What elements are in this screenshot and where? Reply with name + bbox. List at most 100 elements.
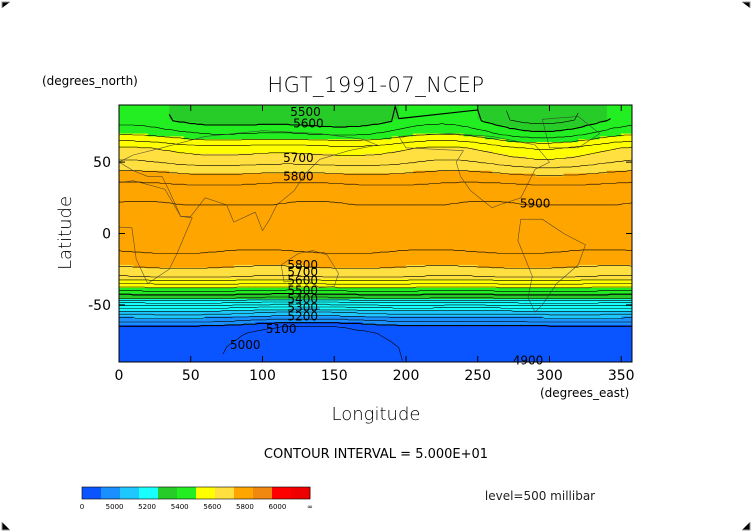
field-cell: [606, 187, 615, 192]
field-cell: [176, 284, 185, 289]
field-cell: [528, 167, 536, 172]
field-cell: [255, 173, 264, 177]
field-cell: [119, 170, 127, 175]
field-cell: [492, 279, 500, 283]
field-cell: [291, 176, 299, 180]
field-cell: [348, 139, 357, 143]
field-cell: [636, 225, 644, 229]
field-cell: [341, 207, 350, 212]
field-cell: [133, 253, 142, 257]
field-cell: [427, 262, 436, 266]
field-cell: [241, 139, 249, 143]
field-cell: [355, 179, 364, 183]
field-cell: [255, 150, 264, 155]
field-cell: [377, 173, 386, 177]
field-cell: [606, 179, 615, 183]
field-cell: [492, 162, 500, 166]
field-cell: [119, 202, 127, 206]
field-cell: [571, 290, 579, 295]
field-cell: [262, 207, 271, 212]
field-cell: [147, 136, 156, 140]
field-cell: [219, 119, 228, 123]
field-cell: [477, 116, 486, 120]
field-cell: [147, 267, 156, 272]
field-cell: [176, 216, 185, 220]
field-cell: [398, 219, 407, 223]
field-cell: [578, 167, 586, 172]
field-cell: [463, 216, 472, 220]
chart-title: HGT_1991-07_NCEP: [267, 73, 484, 97]
field-cell: [219, 190, 228, 195]
field-cell: [147, 236, 156, 240]
field-cell: [370, 290, 378, 295]
field-cell: [348, 145, 357, 149]
field-cell: [506, 176, 515, 180]
field-cell: [291, 110, 299, 115]
field-cell: [413, 153, 421, 157]
field-cell: [585, 105, 594, 109]
field-cell: [599, 296, 608, 300]
field-cell: [255, 142, 264, 146]
field-cell: [636, 262, 644, 266]
field-cell: [291, 193, 299, 197]
field-cell: [147, 190, 156, 195]
field-cell: [241, 193, 249, 197]
field-cell: [427, 270, 436, 275]
field-cell: [456, 256, 464, 260]
field-cell: [427, 239, 436, 243]
field-cell: [506, 282, 515, 286]
field-cell: [370, 116, 378, 120]
field-cell: [147, 273, 156, 277]
field-cell: [126, 167, 134, 172]
field-cell: [556, 179, 565, 183]
field-cell: [528, 256, 536, 260]
field-cell: [628, 264, 632, 269]
field-cell: [327, 267, 335, 272]
field-cell: [162, 284, 170, 289]
field-cell: [606, 242, 615, 246]
field-cell: [470, 190, 479, 195]
field-cell: [413, 127, 421, 132]
field-cell: [233, 262, 242, 266]
field-cell: [362, 170, 371, 175]
field-cell: [484, 193, 493, 197]
field-cell: [477, 222, 486, 226]
field-cell: [269, 173, 278, 177]
field-cell: [233, 270, 242, 275]
field-cell: [441, 162, 450, 166]
field-cell: [636, 188, 644, 192]
field-cell: [484, 185, 493, 189]
field-cell: [506, 213, 515, 217]
field-cell: [477, 202, 486, 206]
field-cell: [592, 236, 601, 240]
field-cell: [621, 256, 629, 260]
field-cell: [578, 282, 586, 286]
field-cell: [284, 193, 292, 197]
field-cell: [197, 250, 206, 255]
field-cell: [391, 279, 400, 283]
field-cell: [370, 147, 378, 152]
field-cell: [542, 279, 551, 283]
field-cell: [398, 227, 407, 232]
field-cell: [212, 127, 221, 132]
field-cell: [176, 122, 185, 126]
field-cell: [169, 222, 177, 226]
field-cell: [147, 259, 156, 263]
field-cell: [528, 170, 536, 175]
field-cell: [319, 139, 328, 143]
field-cell: [133, 125, 142, 129]
field-cell: [284, 119, 292, 123]
field-cell: [492, 187, 500, 192]
field-cell: [391, 170, 400, 175]
field-cell: [305, 253, 314, 257]
field-cell: [470, 142, 479, 146]
field-cell: [484, 242, 493, 246]
field-cell: [463, 110, 472, 115]
field-cell: [542, 290, 551, 295]
field-cell: [542, 242, 551, 246]
field-cell: [377, 282, 386, 286]
field-cell: [305, 224, 314, 229]
field-cell: [398, 210, 407, 215]
field-cell: [463, 264, 472, 269]
field-cell: [614, 222, 622, 226]
